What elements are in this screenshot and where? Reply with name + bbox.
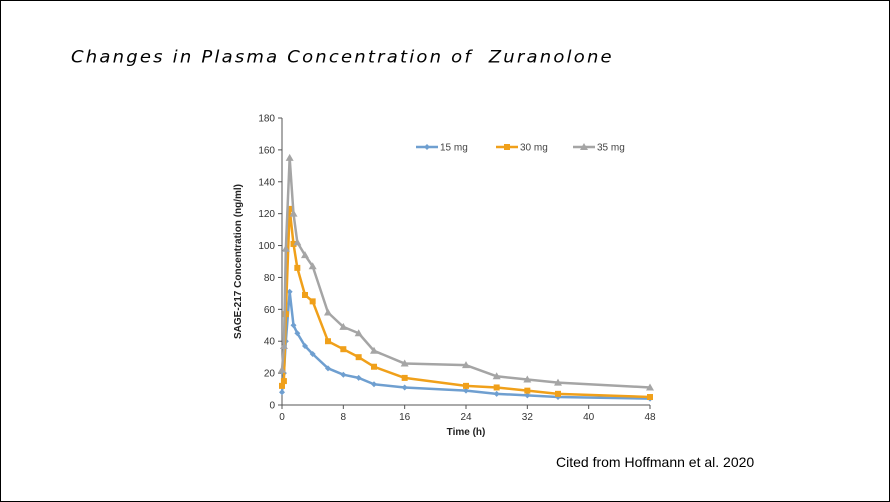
data-point: [370, 346, 378, 354]
data-point: [309, 350, 316, 357]
legend-marker: [424, 144, 430, 150]
y-tick-label: 140: [258, 177, 275, 188]
series-line: [280, 290, 651, 400]
data-point: [279, 342, 288, 350]
series-line: [280, 156, 651, 389]
series-30-mg: [279, 205, 653, 401]
data-point: [463, 387, 469, 394]
slide-title: Changes in Plasma Concentration of Zuran…: [71, 47, 614, 68]
y-tick-label: 160: [258, 145, 275, 156]
x-tick-label: 24: [460, 412, 472, 423]
data-point: [294, 330, 301, 337]
data-point: [371, 363, 377, 370]
data-point: [309, 298, 316, 305]
x-tick-label: 48: [644, 412, 656, 423]
data-point: [285, 153, 294, 161]
data-point: [340, 346, 347, 353]
data-point: [308, 262, 317, 270]
data-point: [289, 209, 298, 217]
data-point: [462, 361, 470, 369]
data-point: [280, 378, 287, 385]
y-tick-label: 0: [269, 401, 275, 412]
x-tick-label: 0: [279, 412, 285, 423]
data-point: [646, 383, 654, 391]
data-point: [279, 389, 285, 396]
data-point: [324, 308, 332, 316]
y-tick-label: 80: [264, 273, 276, 284]
y-tick-label: 60: [264, 305, 276, 316]
legend-marker: [580, 143, 588, 150]
data-point: [401, 374, 408, 381]
data-point: [355, 354, 362, 361]
series-35-mg: [278, 153, 654, 391]
x-tick-label: 32: [522, 412, 534, 423]
legend-label: 15 mg: [440, 143, 468, 154]
data-point: [524, 392, 531, 399]
data-point: [647, 394, 653, 401]
series-15-mg: [279, 288, 653, 402]
data-point: [290, 322, 297, 329]
y-tick-label: 100: [258, 241, 275, 252]
x-axis-label: Time (h): [447, 427, 486, 438]
data-point: [554, 378, 562, 386]
data-point: [354, 329, 363, 337]
data-point: [339, 322, 348, 330]
data-point: [524, 387, 531, 394]
legend-label: 35 mg: [597, 143, 625, 154]
data-point: [493, 384, 500, 391]
data-point: [286, 288, 293, 295]
data-point: [294, 264, 301, 271]
legend-label: 30 mg: [520, 143, 548, 154]
x-tick-label: 16: [399, 412, 411, 423]
data-point: [355, 374, 362, 381]
y-tick-label: 40: [264, 337, 276, 348]
data-point: [286, 205, 293, 212]
data-point: [301, 251, 309, 259]
data-point: [492, 372, 501, 380]
data-point: [555, 390, 561, 397]
x-tick-label: 40: [583, 412, 595, 423]
legend-marker: [504, 144, 510, 150]
data-point: [293, 238, 302, 246]
data-point: [371, 381, 377, 388]
data-point: [281, 244, 290, 252]
citation: Cited from Hoffmann et al. 2020: [556, 454, 755, 470]
y-tick-label: 20: [264, 369, 276, 380]
y-tick-label: 180: [258, 114, 275, 125]
data-point: [340, 371, 347, 378]
data-point: [302, 343, 308, 350]
data-point: [302, 291, 308, 298]
data-point: [278, 365, 286, 373]
data-point: [279, 382, 285, 389]
data-point: [282, 311, 289, 318]
data-point: [400, 359, 409, 367]
data-point: [493, 390, 500, 397]
y-axis-label: SAGE-217 Concentration (ng/ml): [233, 184, 244, 339]
data-point: [523, 375, 532, 383]
x-tick-label: 8: [341, 412, 347, 423]
data-point: [290, 240, 297, 247]
data-point: [325, 338, 331, 345]
series-line: [280, 207, 651, 399]
y-tick-label: 120: [258, 209, 275, 220]
data-point: [463, 382, 469, 389]
data-point: [325, 365, 331, 372]
data-point: [401, 384, 408, 391]
